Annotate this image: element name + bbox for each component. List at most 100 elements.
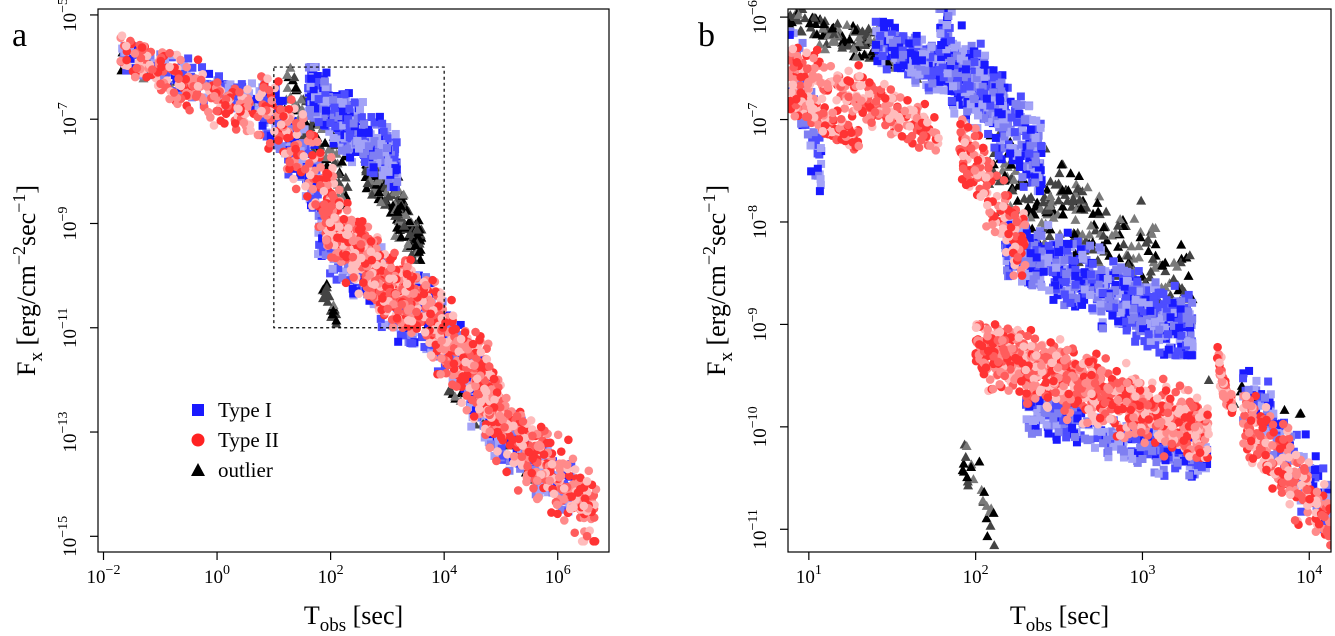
point-outlier [974, 456, 985, 466]
point-type-ii [476, 397, 486, 407]
point-type-i [924, 83, 933, 92]
point-type-i [329, 139, 338, 148]
point-outlier [1054, 168, 1065, 178]
point-type-i [963, 107, 972, 116]
point-type-i [1111, 280, 1120, 289]
point-type-ii [512, 411, 522, 421]
point-type-ii [469, 361, 479, 370]
point-type-i [941, 50, 950, 59]
point-type-ii [568, 454, 578, 464]
point-outlier [328, 300, 339, 310]
point-type-i [498, 451, 507, 460]
point-outlier [1063, 185, 1074, 195]
point-outlier [367, 189, 378, 199]
point-type-ii [348, 252, 358, 262]
point-type-ii [403, 316, 413, 325]
point-type-i [943, 9, 952, 13]
point-type-i [314, 228, 323, 237]
point-type-i [266, 131, 275, 140]
point-type-ii [276, 105, 286, 114]
point-type-ii [370, 280, 380, 289]
point-type-ii [419, 289, 429, 299]
point-type-ii [474, 390, 484, 399]
point-outlier [1112, 220, 1123, 230]
point-type-ii [181, 74, 191, 84]
point-type-i [938, 19, 947, 28]
point-outlier [804, 18, 815, 28]
point-type-i [375, 112, 384, 121]
point-type-i [321, 90, 330, 99]
point-type-i [984, 118, 993, 127]
point-type-i [811, 140, 820, 149]
point-type-i [944, 28, 953, 37]
point-type-i [335, 112, 344, 121]
point-type-i [1175, 310, 1184, 319]
point-outlier [1019, 193, 1030, 203]
point-type-i [1083, 278, 1092, 287]
point-type-i [360, 157, 369, 166]
point-type-i [1261, 427, 1270, 436]
point-outlier [296, 94, 307, 104]
y-tick-label: 10−9 [56, 207, 81, 241]
point-outlier [373, 187, 384, 197]
point-type-i [324, 102, 333, 111]
point-type-ii [518, 441, 528, 450]
point-type-i [355, 144, 364, 153]
point-outlier [960, 451, 971, 461]
point-type-i [329, 133, 338, 142]
point-type-ii [539, 450, 549, 459]
point-type-ii [246, 126, 255, 135]
point-type-i [220, 89, 229, 98]
point-type-i [338, 99, 347, 108]
point-type-ii [527, 468, 537, 478]
point-type-i [958, 100, 967, 109]
point-outlier [957, 465, 968, 475]
point-type-ii [534, 492, 543, 502]
point-type-i [339, 267, 348, 276]
point-type-i [331, 122, 340, 131]
point-type-i [270, 141, 279, 150]
point-outlier [1203, 375, 1214, 385]
point-type-ii [185, 105, 194, 115]
point-type-ii [335, 222, 344, 232]
point-outlier [1050, 179, 1061, 189]
point-type-ii [420, 328, 430, 337]
point-type-ii [328, 190, 337, 200]
point-type-i [1252, 376, 1261, 385]
point-type-ii [532, 476, 542, 485]
point-type-ii [321, 173, 331, 183]
point-type-ii [221, 100, 230, 110]
point-outlier [282, 82, 293, 92]
point-type-i [291, 135, 300, 144]
point-type-i [365, 296, 374, 305]
point-type-i [304, 111, 313, 120]
point-outlier [1133, 241, 1144, 251]
point-type-i [935, 50, 944, 59]
point-outlier [1135, 232, 1146, 242]
point-type-i [1022, 131, 1031, 140]
point-type-i [381, 320, 390, 329]
point-type-i [221, 84, 230, 93]
point-type-i [995, 140, 1004, 149]
point-type-i [1239, 369, 1248, 378]
point-type-i [973, 83, 982, 92]
zoom-box [273, 66, 445, 329]
point-outlier [1150, 239, 1161, 249]
legend-marker-type-i [192, 404, 204, 416]
point-outlier [859, 39, 870, 49]
point-type-ii [517, 425, 527, 435]
point-type-i [382, 144, 391, 153]
point-type-ii [570, 465, 580, 474]
point-type-ii [270, 127, 279, 136]
point-type-ii [480, 384, 489, 394]
point-type-ii [489, 374, 499, 384]
point-type-i [1076, 431, 1085, 440]
point-outlier [398, 189, 409, 199]
point-type-ii [326, 153, 336, 162]
point-type-ii [567, 492, 577, 501]
point-type-i [349, 289, 358, 298]
point-type-i [357, 128, 366, 137]
point-type-ii [156, 56, 166, 66]
point-type-ii [356, 240, 366, 249]
point-outlier [1147, 253, 1158, 263]
